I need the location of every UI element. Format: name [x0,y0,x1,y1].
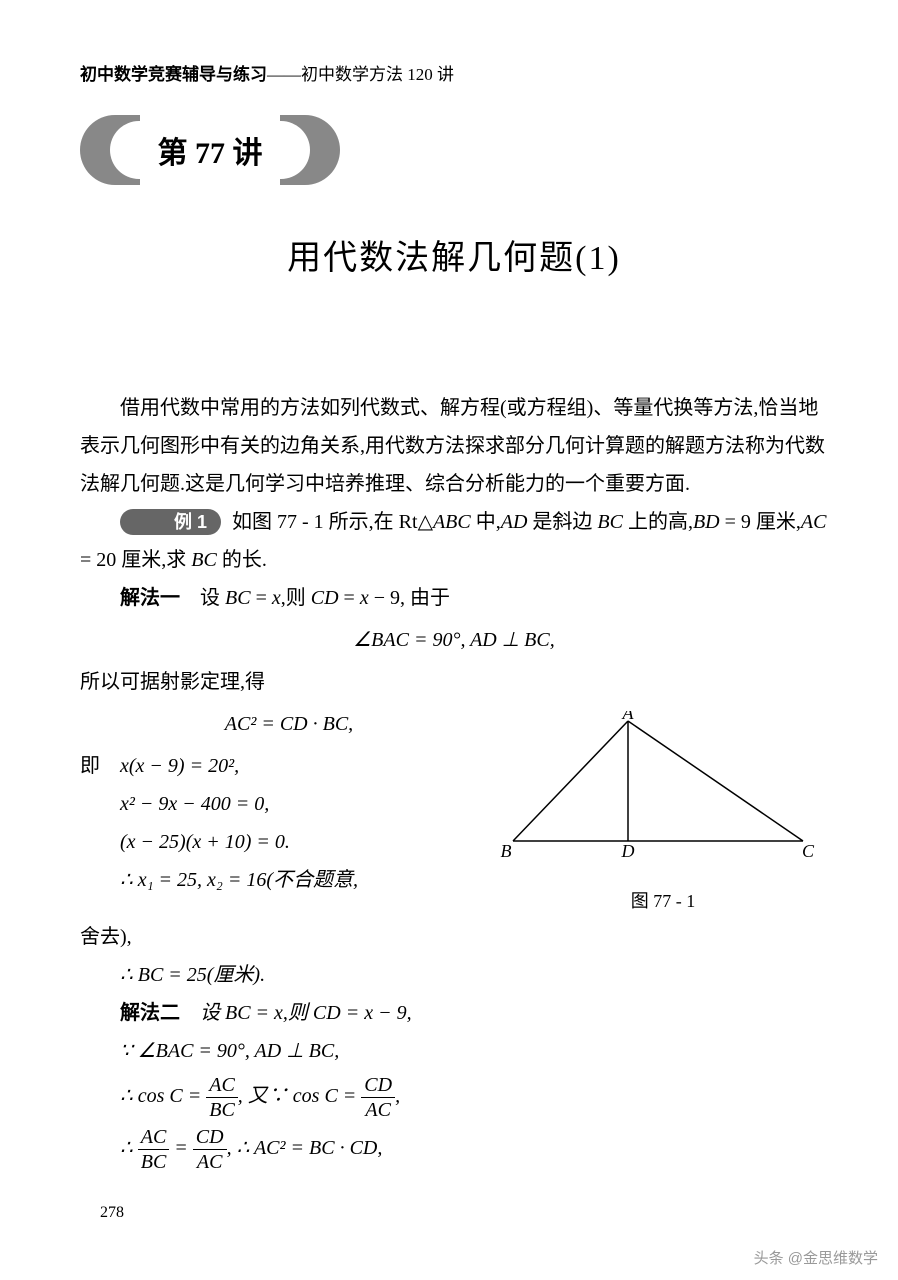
badge-inner: 第 77 讲 [110,121,310,179]
sol1-x: x [272,587,281,609]
ex-text-4: 上的高, [623,511,693,533]
main-title: 用代数法解几何题(1) [80,230,828,279]
ex-eq1: = 9 厘米, [720,511,801,533]
label-B: B [501,841,512,861]
frac-num4: CD [193,1125,227,1150]
sol2-3c: , [395,1085,400,1107]
sol1-line5: 即 x(x − 9) = 20², [80,747,498,785]
sol2-3b: , 又∵ cos C = [238,1085,362,1107]
sol2-4a: ∴ [120,1137,138,1159]
sol2-line4: ∴ ACBC = CDAC, ∴ AC² = BC · CD, [80,1122,828,1174]
sol1-line7: (x − 25)(x + 10) = 0. [80,823,498,861]
sol2-line2: ∵ ∠BAC = 90°, AD ⊥ BC, [80,1032,828,1070]
ex-text-1: 如图 77 - 1 所示,在 Rt△ [232,511,433,533]
frac-num3: AC [138,1125,170,1150]
sol1-5b: x(x − 9) = 20², [120,755,239,777]
sol1-line8: ∴ x₁ = 25, x₂ = 16(不合题意, [80,861,498,899]
sol1-bc: BC [225,587,251,609]
header-bold: 初中数学竞赛辅导与练习 [80,65,267,84]
ex-ad: AD [501,511,528,533]
triangle-figure: A B C D [498,711,818,861]
frac-den: BC [206,1098,238,1122]
frac-ac-bc: ACBC [206,1073,238,1122]
sol1-line4: AC² = CD · BC, [80,705,498,743]
ex-end: 的长. [217,549,267,571]
content-row: AC² = CD · BC, 即 x(x − 9) = 20², x² − 9x… [80,701,828,918]
frac-cd-ac-2: CDAC [193,1125,227,1174]
solution-2-line1: 解法二 设 BC = x,则 CD = x − 9, [80,994,828,1032]
solution-1-line1: 解法一 设 BC = x,则 CD = x − 9, 由于 [80,579,828,617]
sol1-line3: 所以可据射影定理,得 [80,663,828,701]
label-D: D [621,841,635,861]
sol2-line3: ∴ cos C = ACBC, 又∵ cos C = CDAC, [80,1070,828,1122]
page-number: 278 [100,1204,828,1222]
frac-den4: AC [193,1150,227,1174]
sol1-x2: x [360,587,369,609]
left-column: AC² = CD · BC, 即 x(x − 9) = 20², x² − 9x… [80,701,498,899]
sol2-1: 设 BC = x,则 CD = x − 9, [200,1002,412,1024]
lecture-badge: 第 77 讲 [80,115,340,185]
sol1-1d: = [339,587,360,609]
figure-caption: 图 77 - 1 [498,884,828,918]
sol2-4c: , ∴ AC² = BC · CD, [227,1137,383,1159]
ex-bd: BD [693,511,720,533]
example-1: 例 1 如图 77 - 1 所示,在 Rt△ABC 中,AD 是斜边 BC 上的… [80,503,828,579]
page-header: 初中数学竞赛辅导与练习——初中数学方法 120 讲 [80,60,828,85]
sol2-3a: ∴ cos C = [120,1085,206,1107]
label-A: A [622,711,635,723]
figure-column: A B C D 图 77 - 1 [498,701,828,918]
sol1-1a: 设 [200,587,225,609]
frac-den3: BC [138,1150,170,1174]
sol1-cd: CD [311,587,339,609]
example-badge: 例 1 [120,509,221,535]
lecture-number: 第 77 讲 [158,128,263,172]
ex-bc2: BC [191,549,217,571]
frac-num: AC [206,1073,238,1098]
sol1-8: ∴ x₁ = 25, x₂ = 16(不合题意, [120,869,358,891]
header-sep: —— [267,65,301,84]
ex-tri: ABC [433,511,471,533]
sol1-label: 解法一 [120,587,180,609]
intro-paragraph: 借用代数中常用的方法如列代数式、解方程(或方程组)、等量代换等方法,恰当地表示几… [80,389,828,503]
sol1-1c: ,则 [281,587,311,609]
header-light: 初中数学方法 120 讲 [301,65,454,84]
sol2-4b: = [169,1137,193,1159]
sol1-5a: 即 [80,755,120,777]
sol1-1b: = [251,587,272,609]
ex-bc: BC [597,511,623,533]
ex-text-2: 中, [471,511,501,533]
ex-ac: AC [801,511,827,533]
frac-ac-bc-2: ACBC [138,1125,170,1174]
sol1-line6: x² − 9x − 400 = 0, [80,785,498,823]
sol1-line10: ∴ BC = 25(厘米). [80,956,828,994]
sol1-line9: 舍去), [80,918,828,956]
frac-cd-ac: CDAC [361,1073,395,1122]
label-C: C [802,841,815,861]
ex-eq2: = 20 厘米,求 [80,549,191,571]
ex-text-3: 是斜边 [527,511,597,533]
sol2-label: 解法二 [120,1002,180,1024]
sol1-1e: − 9, 由于 [369,587,450,609]
frac-num2: CD [361,1073,395,1098]
watermark: 头条 @金思维数学 [754,1247,878,1268]
frac-den2: AC [361,1098,395,1122]
sol1-line2: ∠BAC = 90°, AD ⊥ BC, [80,621,828,659]
